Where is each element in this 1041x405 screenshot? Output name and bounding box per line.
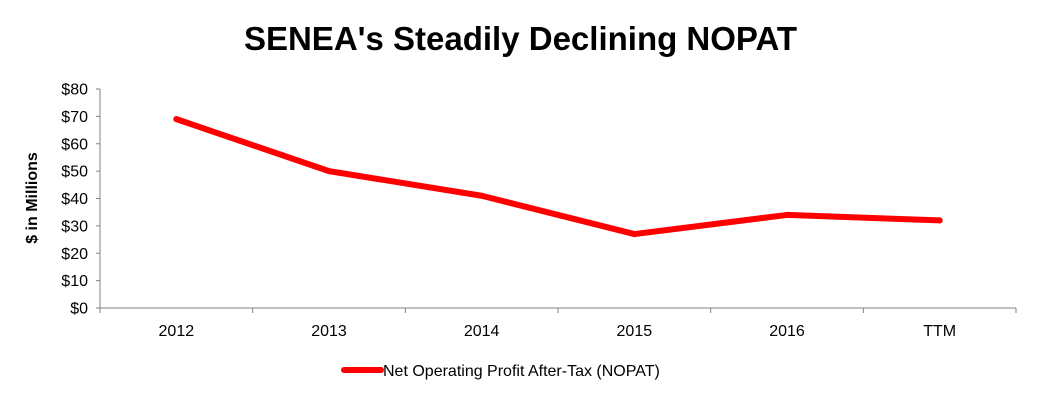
data-point	[326, 168, 332, 175]
x-tick-label: 2012	[159, 323, 195, 340]
y-tick-labels: $0 $10 $20 $30 $40 $50 $60 $70 $80	[61, 82, 100, 318]
y-tick-label: $0	[70, 301, 88, 318]
x-tick-label: 2015	[617, 323, 653, 340]
x-tick-label: 2014	[464, 323, 500, 340]
x-tick-label: 2016	[769, 323, 805, 340]
y-tick-label: $70	[61, 109, 88, 126]
data-point	[631, 231, 638, 238]
data-point	[478, 192, 485, 199]
y-tick-label: $50	[61, 164, 88, 181]
y-tick-label: $60	[61, 136, 88, 153]
y-tick-label: $30	[61, 218, 88, 235]
x-tick-label: TTM	[923, 323, 956, 340]
y-tick-label: $10	[61, 273, 88, 290]
x-tick-label: 2013	[311, 323, 347, 340]
y-tick-label: $40	[61, 191, 88, 208]
legend-label: Net Operating Profit After-Tax (NOPAT)	[383, 363, 660, 380]
data-point	[936, 217, 943, 224]
series-layer	[173, 116, 943, 238]
y-axis-label: $ in Millions	[24, 152, 41, 244]
axes	[99, 89, 1016, 309]
data-point	[173, 116, 180, 123]
y-tick-label: $20	[61, 246, 88, 263]
x-tick-labels: 2012 2013 2014 2015 2016 TTM	[99, 308, 1017, 340]
y-tick-label: $80	[61, 82, 88, 99]
series-line-nopat	[173, 116, 943, 238]
data-point	[784, 211, 790, 218]
legend: Net Operating Profit After-Tax (NOPAT)	[341, 363, 660, 380]
chart-title: SENEA's Steadily Declining NOPAT	[243, 20, 798, 57]
